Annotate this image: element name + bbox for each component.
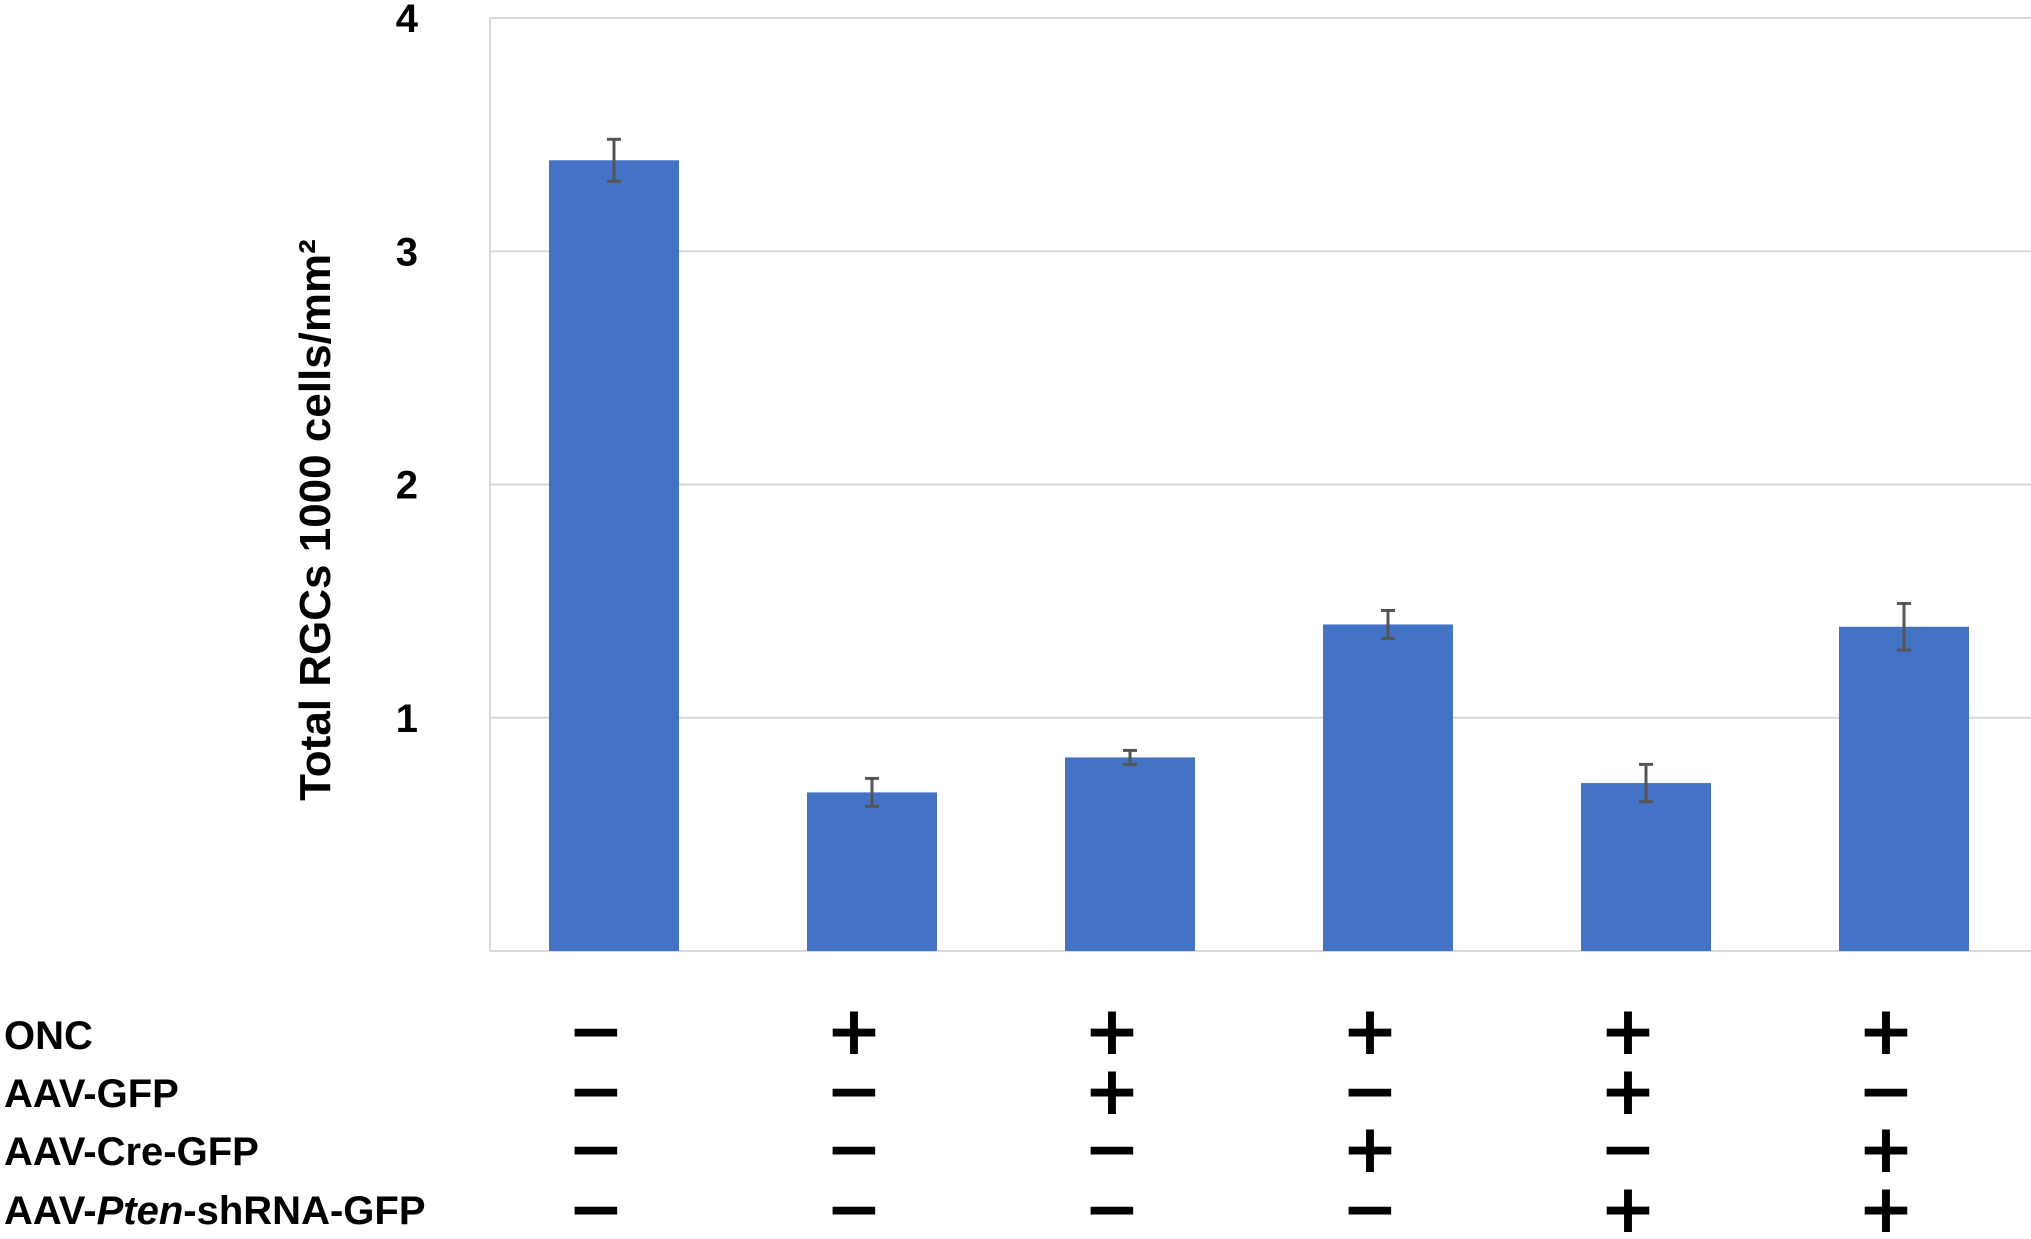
condition-sign-r3-c4: + <box>1342 1110 1399 1189</box>
condition-sign-r2-c4: − <box>1342 1052 1399 1131</box>
condition-sign-r1-c1: − <box>568 992 625 1071</box>
condition-sign-r4-c6: + <box>1858 1170 1915 1239</box>
y-tick-label-4: 4 <box>396 0 419 41</box>
condition-label-2: AAV-GFP <box>4 1072 179 1116</box>
condition-table: ONC − + + + + +AAV-GFP − − + − + −AAV-Cre-GFP − − − + − +A… <box>4 992 1914 1239</box>
axes <box>489 18 2031 952</box>
condition-sign-r4-c2: − <box>826 1170 883 1239</box>
error-bar-3 <box>1123 748 1137 766</box>
bar-3 <box>1065 757 1195 951</box>
condition-label-1: ONC <box>4 1014 93 1058</box>
condition-sign-r2-c2: − <box>826 1052 883 1131</box>
y-tick-label-2: 2 <box>396 464 418 508</box>
condition-sign-r3-c5: − <box>1600 1110 1657 1189</box>
condition-sign-r4-c3: − <box>1084 1170 1141 1239</box>
condition-sign-r3-c6: + <box>1858 1110 1915 1189</box>
condition-sign-r4-c5: + <box>1600 1170 1657 1239</box>
y-axis-title: Total RGCs 1000 cells/mm² <box>291 239 340 801</box>
condition-sign-r4-c1: − <box>568 1170 625 1239</box>
bar-4 <box>1323 624 1453 951</box>
bar-6 <box>1839 626 1969 951</box>
condition-sign-r2-c6: − <box>1858 1052 1915 1131</box>
bars <box>549 160 1969 952</box>
error-bars <box>607 137 1911 808</box>
condition-sign-r2-c5: + <box>1600 1052 1657 1131</box>
bar-5 <box>1581 783 1711 951</box>
condition-sign-r3-c2: − <box>826 1110 883 1189</box>
bar-1 <box>549 160 679 952</box>
gridlines <box>490 17 2031 719</box>
condition-sign-r3-c3: − <box>1084 1110 1141 1189</box>
condition-sign-r1-c5: + <box>1600 992 1657 1071</box>
condition-sign-r1-c6: + <box>1858 992 1915 1071</box>
error-bar-5 <box>1639 762 1653 804</box>
bar-2 <box>807 792 937 951</box>
error-bar-1 <box>607 137 621 183</box>
error-bar-6 <box>1897 601 1911 652</box>
condition-sign-r3-c1: − <box>568 1110 625 1189</box>
condition-sign-r1-c4: + <box>1342 992 1399 1071</box>
y-tick-label-3: 3 <box>396 230 418 274</box>
condition-sign-r1-c3: + <box>1084 992 1141 1071</box>
y-tick-label-1: 1 <box>396 697 418 741</box>
condition-sign-r4-c4: − <box>1342 1170 1399 1239</box>
y-tick-labels: 1 2 3 4 <box>396 0 419 741</box>
condition-sign-r1-c2: + <box>826 992 883 1071</box>
condition-sign-r2-c1: − <box>568 1052 625 1131</box>
error-bar-2 <box>865 776 879 808</box>
error-bar-4 <box>1381 608 1395 640</box>
condition-sign-r2-c3: + <box>1084 1052 1141 1131</box>
condition-label-4: AAV-Pten-shRNA-GFP <box>4 1189 426 1233</box>
condition-label-3: AAV-Cre-GFP <box>4 1130 259 1174</box>
